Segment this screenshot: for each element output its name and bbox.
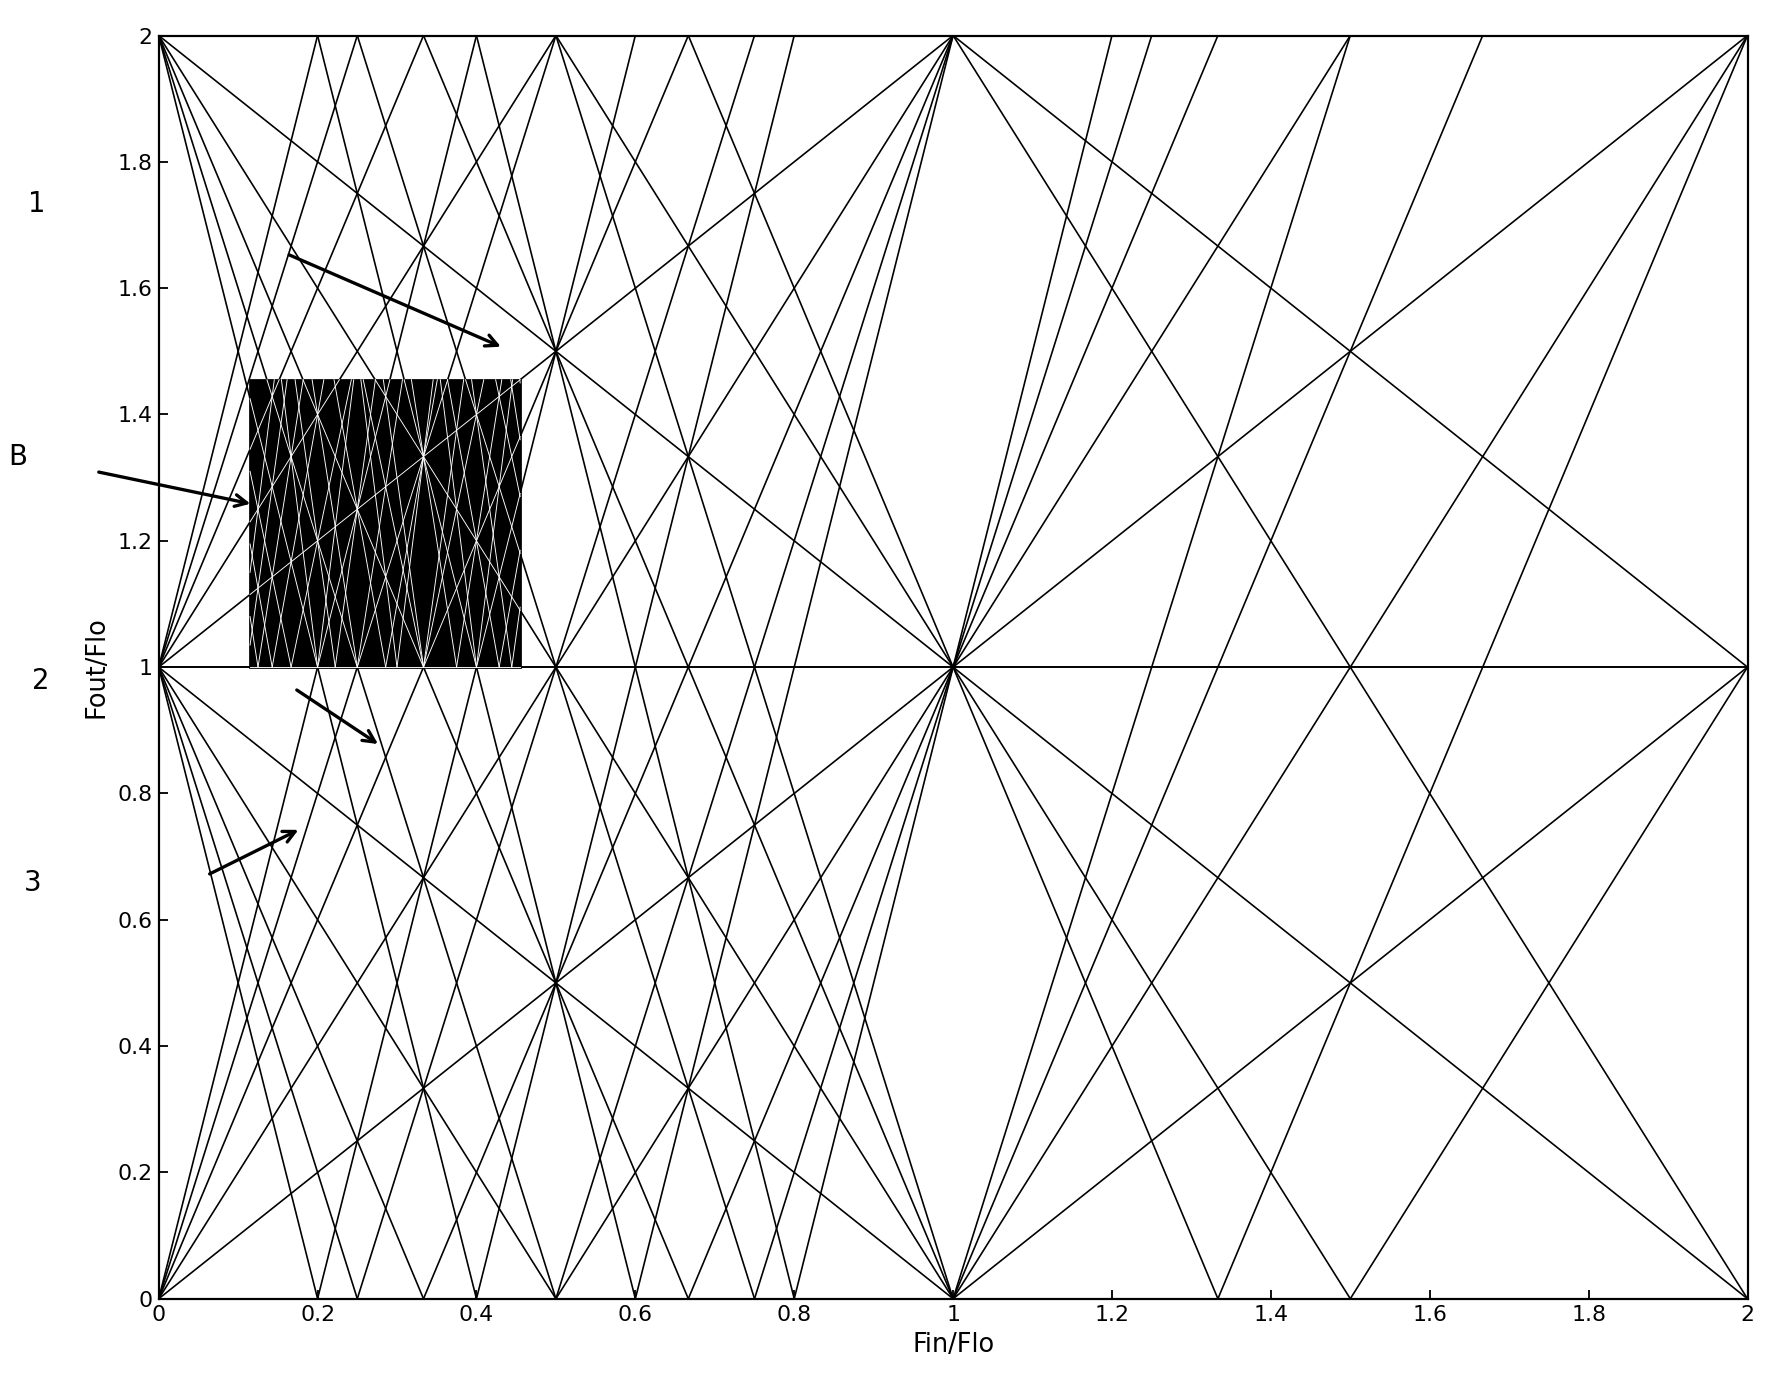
Text: B: B bbox=[7, 444, 27, 471]
Text: 3: 3 bbox=[23, 869, 41, 897]
X-axis label: Fin/Flo: Fin/Flo bbox=[912, 1332, 994, 1358]
Y-axis label: Fout/Flo: Fout/Flo bbox=[84, 617, 110, 718]
Bar bbox=[249, 380, 520, 667]
Text: 1: 1 bbox=[29, 190, 45, 219]
Text: 2: 2 bbox=[32, 667, 50, 696]
